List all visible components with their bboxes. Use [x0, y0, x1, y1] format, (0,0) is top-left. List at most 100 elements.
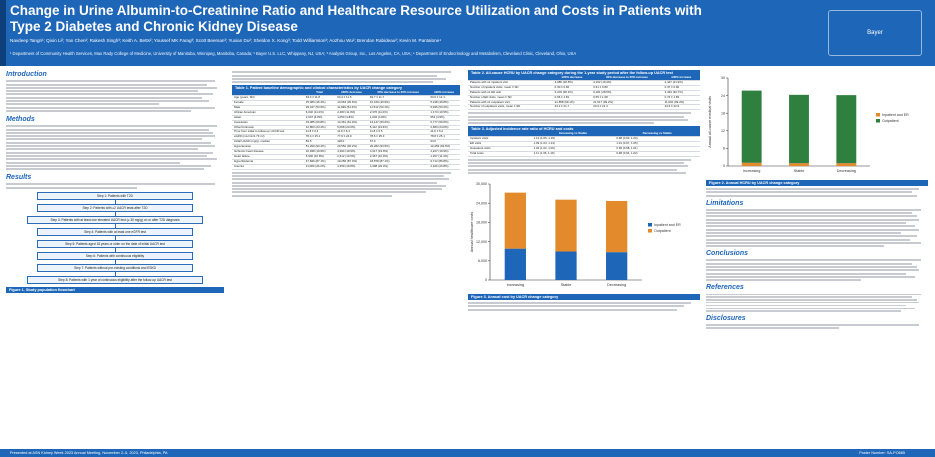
- table-1-cell: 10,063 (45.6%): [335, 100, 368, 106]
- flow-step-5: Step 5: Patients aged 18 years or older …: [37, 239, 193, 248]
- table-1-cell: Age (years, SD): [232, 95, 304, 101]
- table-1-cell: 2,312 (10.5%): [335, 154, 368, 160]
- footer: Presented at ASN Kidney Week 2023 Annual…: [0, 449, 935, 457]
- table-2: ≥30% decrease 30% decrease to 30% increas…: [468, 75, 700, 111]
- x-tick-label: Stable: [561, 283, 572, 287]
- limitations-text: [706, 208, 928, 248]
- table-2-cell: 3,433 (30.7%): [662, 90, 700, 96]
- table-1-cell: 13,147 (60.6%): [367, 120, 429, 126]
- table-1-cell: 1,267 (11.3%): [428, 154, 460, 160]
- table-3-header-cell: Decreasing vs Stable: [614, 131, 700, 138]
- table-1-cell: 83.5: [303, 139, 336, 146]
- sponsor-logo: Bayer: [828, 10, 922, 56]
- table-1-cell: 5,112 (23.6%): [367, 125, 429, 131]
- column-2: Table 1. Patient baseline demographic an…: [232, 70, 460, 198]
- table-1-cell: 63.7 ± 11.7: [367, 95, 429, 101]
- table-3-cell: 0.98 (0.93, 1.03): [614, 136, 700, 143]
- title-line-1: Change in Urine Albumin-to-Creatinine Ra…: [10, 3, 702, 18]
- table-1-cell: 1,050 (4.8%): [335, 115, 368, 121]
- legend-entry: Inpatient and ER: [882, 113, 909, 117]
- y-axis-label: Annual all-cause medical visits: [708, 96, 712, 148]
- table-2-cell: 0.31 ± 0.80: [591, 85, 663, 91]
- y-tick-label: 12: [721, 129, 725, 133]
- table-1-cell: 2,376 (11.0%): [367, 110, 429, 116]
- column-1: Introduction Methods Results Step 1: Pat…: [6, 70, 224, 293]
- legend-swatch: [876, 119, 880, 123]
- table-1-cell: 78.8 ± 25.1: [428, 134, 460, 141]
- table-1-cell: 4,359 (19.8%): [335, 164, 368, 170]
- y-axis-label: Annual healthcare costs: [470, 212, 474, 253]
- table-1-cell: 118.0: [335, 139, 368, 146]
- figure-3-label: Figure 3. Annual cost by UACR change cat…: [468, 293, 700, 300]
- footer-poster-number: Poster Number: SA-PO685: [859, 451, 905, 455]
- bar-inpatient-and-er: [741, 162, 762, 166]
- table-2-header-cell: ≥30% decrease: [552, 75, 592, 81]
- table-2-cell: 2,447 (21.9%): [662, 80, 700, 86]
- table-1-cell: 6,777 (60.6%): [428, 120, 460, 126]
- table-1-cell: Caucasian: [232, 120, 304, 126]
- y-tick-label: 30,000: [476, 182, 487, 186]
- table-3-cell: 1.11 (1.06, 1.16): [531, 151, 615, 157]
- references-heading: References: [706, 284, 744, 292]
- table-3-cell: Inpatient visits: [468, 136, 532, 143]
- table-1-cell: 51,293 (93.4%): [303, 144, 336, 151]
- table-1-cell: 25,480 (46.4%): [303, 100, 336, 106]
- flow-step-2: Step 2: Patients with ≥2 UACR tests afte…: [37, 203, 193, 212]
- table-row: Patients with ≥1 inpatient visit 4,085 (1…: [468, 80, 700, 86]
- bar-outpatient: [606, 200, 628, 253]
- table-row: Inpatient visits 1.12 (1.06, 1.19) 0.98 (0…: [468, 136, 700, 143]
- table-1-cell: 11,083 (20.2%): [303, 164, 336, 170]
- flow-step-7: Step 7: Patients without pre-existing co…: [37, 263, 193, 272]
- column-4: 0 6 12 18 24 30 Annual all-cause medical visit…: [706, 70, 928, 331]
- table-row: Other/Unknown 12,863 (23.4%) 5,068 (23.0%)…: [232, 125, 460, 131]
- table-1-cell: 2,367 (10.9%): [367, 154, 429, 160]
- table-1: Total ≥30% decrease 30% decrease to 30% in…: [232, 90, 460, 170]
- table-row: Total costs 1.11 (1.06, 1.16) 0.98 (0.94, …: [468, 151, 700, 157]
- table-1-cell: 67.0: [367, 139, 429, 146]
- results-text: [6, 183, 224, 189]
- bar-outpatient: [789, 94, 809, 164]
- table-1-cell: Female: [232, 100, 304, 106]
- table-row: Initial UACR (mg/g), median 83.5 118.0 67.0…: [232, 139, 460, 146]
- table-1-cell: Initial UACR (mg/g), median: [232, 139, 304, 146]
- table-row: Patients with ≥1 outpatient visit 21,858 …: [468, 100, 700, 106]
- table-2-cell: 4,085 (18.5%): [552, 80, 592, 86]
- disclosures-heading: Disclosures: [706, 314, 746, 322]
- table-1-cell: African American: [232, 110, 304, 116]
- table-1-header-cell: Total: [303, 90, 336, 97]
- table-row: Number of ED visits, mean ± SD 0.66 ± 1.8…: [468, 95, 700, 101]
- table-2-cell: 11,091 (99.2%): [662, 100, 700, 106]
- table-1-cell: 2,647 (4.8%): [303, 115, 336, 121]
- methods-heading: Methods: [6, 115, 35, 123]
- flow-step-1: Step 1: Patients with T2D: [37, 191, 193, 200]
- table-1-cell: 5,248 (46.8%): [428, 100, 460, 106]
- table-1-cell: Heart failure: [232, 154, 304, 160]
- table-1-cell: 11.6 ± 6.2: [428, 130, 460, 136]
- table-row: Number of outpatient visits, mean ± SD 23…: [468, 105, 700, 111]
- table-1-header-cell: [232, 91, 304, 97]
- table-3-text: [468, 158, 700, 174]
- bar-inpatient-and-er: [836, 163, 857, 166]
- table-1-cell: Male: [232, 105, 304, 111]
- bar-outpatient: [555, 199, 577, 252]
- table-2-header-cell: ≥30% increase: [662, 75, 700, 81]
- table-row: Hypertension 51,293 (93.4%) 20,552 (93.2%)…: [232, 144, 460, 151]
- title-line-2: Type 2 Diabetes and Chronic Kidney Disea…: [10, 19, 298, 34]
- table-row: Age (years, SD) 63.4 ± 11.8 63.4 ± 11.6 63.…: [232, 95, 460, 101]
- table-row: Male 29,447 (53.6%) 11,999 (54.4%) 11,512 (…: [232, 105, 460, 111]
- table-1-cell: Ischemic heart disease: [232, 149, 304, 155]
- legend-entry: Inpatient and ER: [654, 223, 681, 227]
- table-2-cell: 0.65 ± 1.68: [591, 95, 663, 101]
- y-tick-label: 18,000: [476, 221, 487, 225]
- table-3-cell: 1.04 (1.02, 1.06): [531, 146, 615, 152]
- table-1-cell: 63.4 ± 11.8: [303, 95, 336, 101]
- table-2-cell: 0.74 ± 1.83: [662, 95, 700, 101]
- header: Change in Urine Albumin-to-Creatinine Ra…: [0, 0, 935, 66]
- table-1-header-cell: ≥30% decrease: [335, 90, 368, 97]
- table-3-label: Table 3. Adjusted incidence rate ratio o…: [468, 126, 700, 133]
- bar-outpatient: [504, 192, 526, 249]
- table-1-cell: 54.0: [428, 139, 460, 146]
- table-1-cell: 18,878 (87.1%): [367, 159, 429, 165]
- introduction-heading: Introduction: [6, 71, 47, 78]
